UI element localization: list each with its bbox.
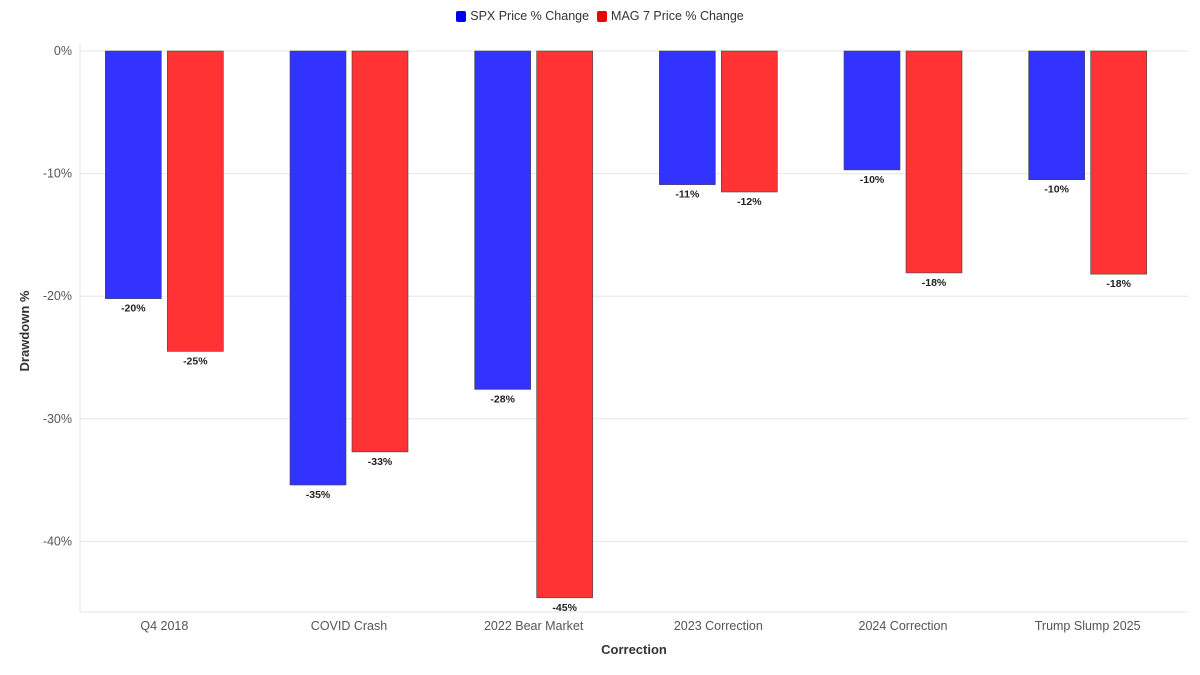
y-tick-label: -30% (43, 412, 72, 426)
x-tick-label: Q4 2018 (140, 619, 188, 633)
data-label: -35% (306, 489, 331, 501)
data-label: -45% (552, 602, 577, 614)
data-label: -18% (1106, 278, 1131, 290)
y-axis: 0% -10% -20% -30% -40% (43, 43, 81, 612)
data-label: -10% (860, 174, 885, 186)
x-tick-label: 2024 Correction (859, 619, 948, 633)
bar-mag7 (721, 50, 778, 193)
y-tick-label: -20% (43, 289, 72, 303)
bar-mag7 (351, 50, 409, 453)
bar-spx (659, 50, 716, 185)
gridlines (80, 50, 1188, 542)
legend-label-mag7: MAG 7 Price % Change (611, 9, 744, 23)
data-label: -18% (922, 277, 947, 289)
bar-spx (105, 50, 162, 299)
x-axis-title: Correction (601, 642, 667, 657)
y-tick-label: -10% (43, 167, 72, 181)
x-tick-label: COVID Crash (311, 619, 387, 633)
bar-spx (843, 50, 901, 171)
x-tick-label: Trump Slump 2025 (1035, 619, 1141, 633)
bar-mag7 (1090, 50, 1147, 275)
bar-spx (474, 50, 531, 390)
bar-spx (1028, 50, 1085, 181)
data-label: -12% (737, 196, 762, 208)
legend-item-mag7[interactable]: MAG 7 Price % Change (597, 9, 744, 23)
data-label: -10% (1044, 184, 1069, 196)
legend-swatch-spx (456, 10, 467, 22)
legend-item-spx[interactable]: SPX Price % Change (456, 9, 589, 23)
bar-spx (289, 50, 347, 486)
data-label: -25% (183, 355, 208, 367)
legend-label-spx: SPX Price % Change (470, 9, 590, 23)
x-tick-label: 2022 Bear Market (484, 619, 584, 633)
data-label: -20% (121, 303, 146, 315)
bar-mag7 (536, 50, 593, 599)
bars: -20% -25% -35% -33% -28% -45% -11% -12% -10% -18%… (105, 50, 1147, 614)
x-axis: Q4 2018 COVID Crash 2022 Bear Market 2023 C… (80, 611, 1188, 633)
data-label: -11% (675, 189, 700, 201)
legend-swatch-mag7 (597, 10, 608, 22)
bar-mag7 (167, 50, 224, 352)
y-tick-label: 0% (54, 44, 72, 58)
legend: SPX Price % Change MAG 7 Price % Change (0, 9, 1200, 23)
data-label: -28% (490, 393, 515, 405)
y-tick-label: -40% (43, 534, 72, 548)
data-label: -33% (368, 456, 393, 468)
y-axis-title: Drawdown % (17, 290, 32, 371)
bar-mag7 (905, 50, 963, 274)
x-tick-label: 2023 Correction (674, 619, 763, 633)
